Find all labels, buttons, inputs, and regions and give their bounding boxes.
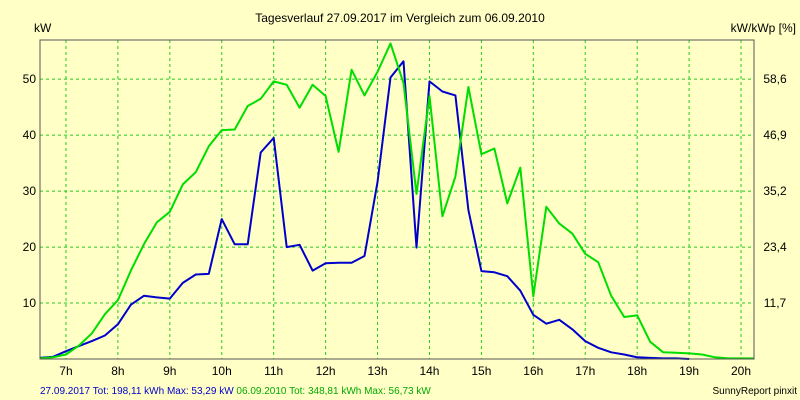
x-tick-label: 14h: [419, 364, 439, 378]
y-tick-label-left: 50: [23, 72, 37, 86]
series-lines: [39, 42, 754, 360]
chart-title: Tagesverlauf 27.09.2017 im Vergleich zum…: [255, 11, 545, 25]
y-axis-left-ticks: 10 20 30 40 50: [23, 72, 37, 310]
x-tick-label: 20h: [731, 364, 751, 378]
grid: [40, 40, 754, 359]
y-tick-label-left: 40: [23, 128, 37, 142]
x-tick-label: 11h: [264, 364, 283, 378]
x-tick-label: 18h: [627, 364, 647, 378]
legend-entry-green: 06.09.2010 Tot: 348,81 kWh Max: 56,73 kW: [234, 386, 432, 397]
x-tick-label: 19h: [679, 364, 699, 378]
x-tick-label: 12h: [316, 364, 336, 378]
x-tick-label: 10h: [212, 364, 232, 378]
y-tick-label-left: 20: [23, 240, 37, 254]
y-tick-label-right: 11,7: [764, 296, 787, 310]
x-tick-label: 15h: [471, 364, 491, 378]
y-axis-left-label: kW: [34, 21, 52, 35]
y-axis-right-label: kW/kWp [%]: [731, 21, 796, 35]
y-axis-right-ticks: 11,7 23,4 35,2 46,9 58,6: [763, 72, 787, 310]
x-tick-label: 13h: [368, 364, 388, 378]
x-axis-ticks: 7h 8h 9h 10h 11h 12h 13h 14h 15h 16h 17h 18h 19h 20h: [59, 364, 751, 378]
y-tick-label-right: 46,9: [763, 128, 787, 142]
x-tick-label: 9h: [163, 364, 176, 378]
x-tick-label: 7h: [59, 364, 72, 378]
footer-credit: SunnyReport pinxit: [713, 386, 798, 397]
footer-legend: 27.09.2017 Tot: 198,11 kWh Max: 53,29 kW…: [40, 386, 431, 397]
y-tick-label-right: 58,6: [763, 72, 787, 86]
y-tick-label-right: 23,4: [763, 240, 787, 254]
x-tick-label: 8h: [111, 364, 124, 378]
y-tick-label-left: 10: [23, 296, 37, 310]
plot-frame: [39, 39, 755, 360]
y-tick-label-right: 35,2: [763, 184, 787, 198]
x-tick-label: 17h: [575, 364, 595, 378]
series-line-green: [39, 42, 754, 360]
series-line-blue: [39, 60, 690, 360]
legend-entry-blue: 27.09.2017 Tot: 198,11 kWh Max: 53,29 kW: [40, 386, 234, 397]
x-tick-label: 16h: [523, 364, 543, 378]
y-tick-label-left: 30: [23, 184, 37, 198]
